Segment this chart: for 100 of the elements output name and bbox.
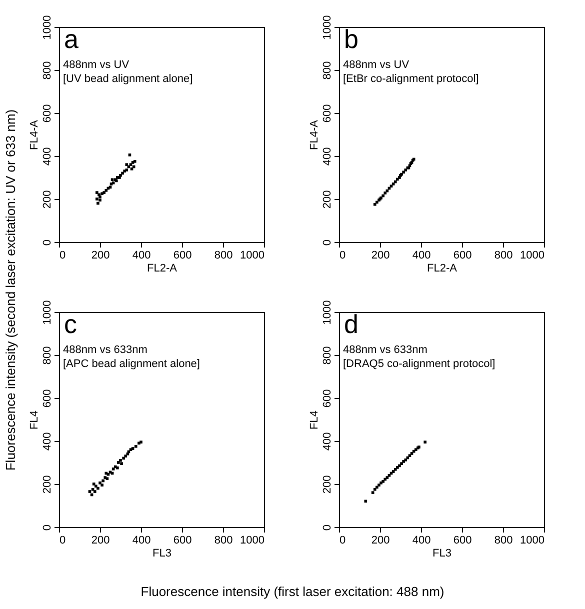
point: [400, 462, 403, 465]
y-axis-title: FL4-A: [28, 119, 40, 150]
annotation: 488nm vs 633nm: [63, 344, 148, 356]
point: [371, 491, 374, 494]
x-tick-label: 600: [453, 534, 472, 546]
point: [92, 482, 96, 486]
annotation: [UV bead alignment alone]: [63, 73, 193, 85]
chart-title: c: [64, 309, 77, 339]
point: [373, 488, 376, 491]
x-tick-label: 400: [412, 250, 431, 262]
y-tick-label: 1000: [322, 300, 334, 325]
y-tick-label: 400: [42, 432, 54, 451]
x-tick-label: 200: [371, 534, 390, 546]
x-tick-label: 400: [132, 250, 151, 262]
y-tick-label: 0: [322, 524, 334, 531]
point: [373, 202, 376, 206]
annotation: [DRAQ5 co-alignment protocol]: [343, 358, 496, 370]
x-tick-label: 400: [412, 534, 431, 546]
point: [102, 479, 104, 482]
x-tick-label: 0: [340, 534, 346, 546]
point: [93, 490, 96, 493]
point: [96, 191, 98, 194]
point: [96, 202, 100, 205]
y-tick-label: 800: [322, 61, 334, 80]
y-axis-title: FL4-A: [308, 119, 320, 150]
x-tick-label: 1000: [520, 534, 544, 546]
annotation: [APC bead alignment alone]: [63, 358, 200, 370]
y-tick-label: 200: [42, 190, 54, 209]
point: [128, 154, 132, 156]
point: [134, 444, 138, 448]
point: [119, 458, 122, 462]
point: [124, 454, 128, 458]
x-tick-label: 800: [494, 250, 513, 262]
point: [106, 477, 109, 480]
y-tick-label: 1000: [322, 15, 334, 40]
point: [100, 484, 104, 486]
y-tick-label: 400: [42, 147, 54, 166]
y-tick-label: 400: [322, 432, 334, 451]
y-tick-label: 600: [42, 104, 54, 123]
point: [392, 182, 395, 186]
x-tick-label: 200: [91, 250, 110, 262]
x-tick-label: 400: [132, 534, 151, 546]
x-tick-label: 800: [214, 534, 233, 546]
y-tick-label: 0: [42, 239, 54, 246]
point: [88, 490, 92, 493]
text: Fluorescence intensity (second laser excitation: UV or 633 nm): [3, 109, 18, 471]
y-tick-label: 200: [322, 475, 334, 494]
y-tick-label: 800: [42, 61, 54, 80]
y-tick-label: 400: [322, 147, 334, 166]
text: Fluorescence intensity (first laser excitation: 488 nm): [140, 584, 446, 599]
point: [96, 198, 98, 200]
point: [98, 482, 102, 484]
y-tick-label: 600: [322, 104, 334, 123]
x-tick-label: 200: [371, 250, 390, 262]
point: [394, 468, 397, 471]
point: [424, 440, 427, 444]
x-tick-label: 1000: [240, 534, 264, 546]
point: [104, 476, 107, 479]
y-tick-label: 0: [322, 239, 334, 246]
point: [394, 180, 397, 184]
y-tick-label: 800: [322, 346, 334, 365]
point: [120, 462, 123, 465]
y-axis-title: FL4: [28, 410, 40, 430]
point: [116, 466, 119, 470]
chart-title: a: [64, 24, 79, 54]
y-tick-label: 800: [42, 346, 54, 365]
point: [404, 458, 408, 462]
point: [378, 484, 380, 486]
point: [384, 192, 387, 194]
y-tick-label: 0: [42, 524, 54, 531]
x-tick-label: 600: [453, 250, 472, 262]
y-tick-label: 1000: [42, 15, 54, 40]
point: [96, 486, 100, 490]
point: [98, 198, 102, 202]
x-axis-title: FL3: [432, 548, 452, 560]
x-tick-label: 600: [173, 534, 192, 546]
x-axis-title: FL3: [152, 548, 172, 560]
x-tick-label: 0: [60, 250, 66, 262]
point: [382, 480, 384, 483]
x-tick-label: 800: [214, 250, 233, 262]
x-tick-label: 0: [60, 534, 66, 546]
point: [102, 191, 106, 194]
y-tick-label: 200: [322, 190, 334, 209]
point: [110, 178, 114, 182]
point: [380, 482, 382, 484]
point: [364, 500, 368, 503]
point: [112, 468, 115, 470]
y-axis-title: FL4: [308, 410, 320, 430]
point: [404, 168, 408, 172]
y-tick-label: 600: [322, 389, 334, 408]
x-tick-label: 600: [173, 250, 192, 262]
point: [94, 484, 98, 488]
x-axis-title: FL2-A: [147, 262, 178, 274]
annotation: [EtBr co-alignment protocol]: [343, 73, 479, 85]
annotation: 488nm vs 633nm: [343, 344, 428, 356]
annotation: 488nm vs UV: [343, 59, 410, 71]
chart-title: d: [344, 309, 358, 339]
chart-title: b: [344, 24, 358, 54]
point: [410, 452, 414, 455]
annotation: 488nm vs UV: [63, 59, 130, 71]
